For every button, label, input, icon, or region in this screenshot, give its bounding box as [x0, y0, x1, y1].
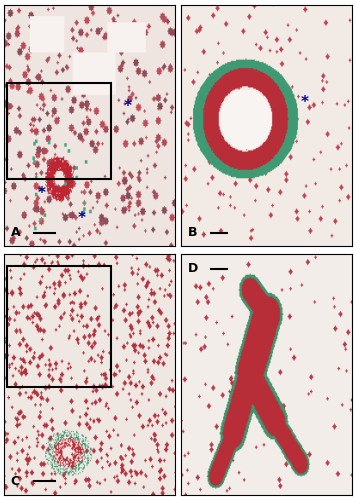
Bar — [7, 83, 111, 180]
Text: *: * — [38, 186, 46, 202]
Text: *: * — [124, 100, 132, 114]
Text: D: D — [188, 262, 198, 275]
Text: *: * — [301, 94, 309, 110]
Text: B: B — [188, 226, 197, 239]
Text: C: C — [11, 474, 20, 488]
Text: A: A — [11, 226, 21, 239]
Text: *: * — [77, 210, 85, 226]
Bar — [7, 266, 111, 387]
